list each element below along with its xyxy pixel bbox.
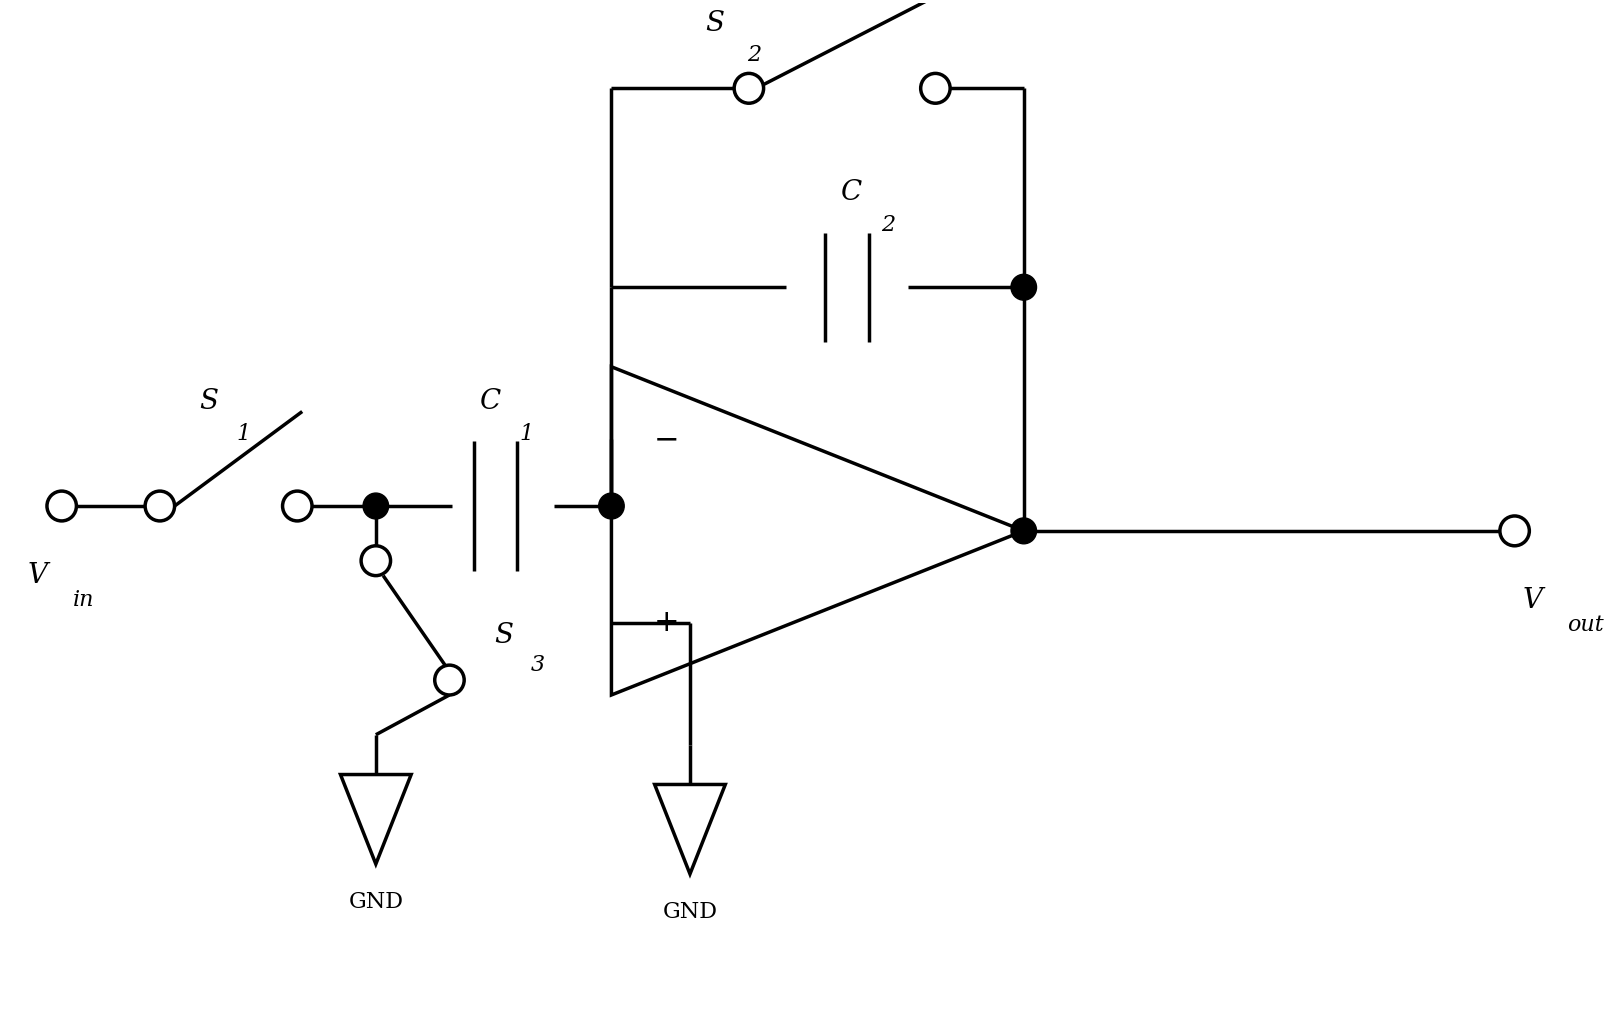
Text: 2: 2 — [881, 213, 896, 236]
Polygon shape — [655, 784, 725, 874]
Text: in: in — [72, 589, 95, 612]
Text: V: V — [1522, 587, 1542, 614]
Text: out: out — [1566, 615, 1603, 636]
Circle shape — [599, 493, 624, 519]
Polygon shape — [612, 367, 1024, 695]
Circle shape — [361, 546, 390, 576]
Text: 3: 3 — [531, 654, 544, 676]
Text: C: C — [480, 388, 501, 416]
Text: V: V — [27, 562, 47, 589]
Circle shape — [144, 491, 175, 521]
Text: S: S — [494, 622, 514, 649]
Polygon shape — [340, 774, 411, 864]
Text: GND: GND — [348, 891, 403, 912]
Text: 2: 2 — [746, 45, 761, 66]
Text: $+$: $+$ — [653, 609, 677, 637]
Circle shape — [363, 493, 388, 519]
Circle shape — [282, 491, 311, 521]
Circle shape — [921, 73, 950, 104]
Text: $-$: $-$ — [653, 425, 677, 453]
Text: C: C — [841, 179, 862, 206]
Circle shape — [733, 73, 764, 104]
Text: S: S — [705, 10, 724, 38]
Text: S: S — [199, 388, 218, 416]
Circle shape — [1011, 518, 1037, 544]
Text: 1: 1 — [236, 424, 250, 445]
Circle shape — [435, 665, 464, 695]
Text: GND: GND — [663, 901, 717, 923]
Circle shape — [47, 491, 77, 521]
Circle shape — [1501, 516, 1530, 546]
Text: 1: 1 — [520, 424, 534, 445]
Circle shape — [1011, 274, 1037, 300]
